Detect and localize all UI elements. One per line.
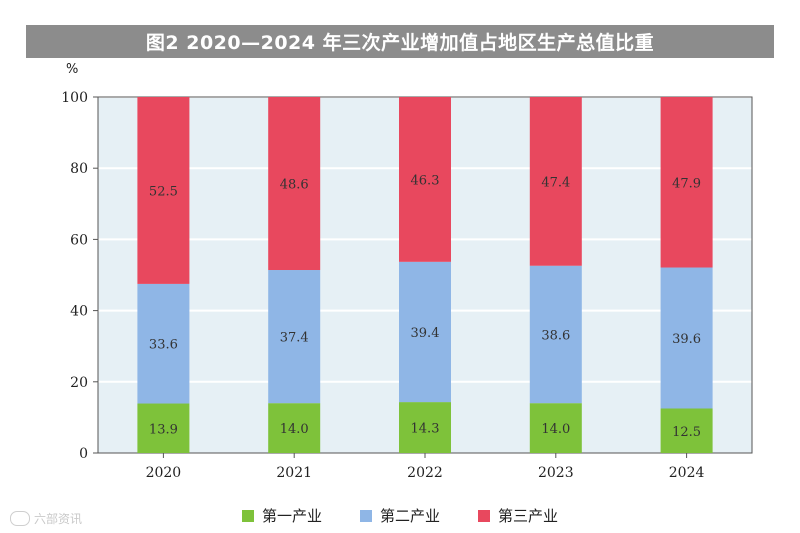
data-label-tertiary: 47.4 [541,175,570,190]
y-tick-label: 100 [61,90,88,106]
bar-segment-primary [137,403,190,453]
data-label-tertiary: 47.9 [672,176,701,191]
data-label-tertiary: 52.5 [149,184,178,199]
data-label-secondary: 37.4 [280,331,309,346]
legend-swatch-tertiary [478,509,490,522]
bar-segment-secondary [137,283,190,404]
legend-item-tertiary: 第三产业 [478,505,558,526]
x-tick-label: 2022 [407,465,443,481]
bar-segment-primary [529,403,582,453]
bar-segment-secondary [660,267,713,409]
legend-item-primary: 第一产业 [241,505,322,526]
bar-segment-tertiary [529,97,582,266]
bar-segment-primary [268,403,321,453]
watermark-text: 六部资讯 [34,512,83,526]
chart-title-bar: 图2 2020—2024 年三次产业增加值占地区生产总值比重 [26,25,774,58]
legend-label-tertiary: 第三产业 [498,507,559,525]
data-label-secondary: 39.6 [672,332,701,347]
y-tick-label: 20 [70,375,88,391]
data-label-primary: 14.3 [411,422,440,437]
data-label-secondary: 33.6 [149,338,178,353]
chart-legend: 第一产业 第二产业 第三产业 [0,505,800,526]
bar-segment-tertiary [660,97,713,268]
bar-segment-secondary [399,261,451,403]
legend-swatch-primary [241,509,254,522]
x-tick-label: 2020 [146,465,182,481]
data-label-primary: 14.0 [280,422,309,437]
data-label-primary: 13.9 [149,422,178,437]
watermark: 六部资讯 [10,510,82,527]
bar-segment-tertiary [137,97,190,284]
watermark-logo-icon [10,511,30,526]
bar-segment-tertiary [268,97,321,271]
bar-segment-secondary [268,270,321,404]
x-tick-label: 2023 [538,465,574,481]
y-tick-label: 40 [70,304,88,320]
data-label-secondary: 39.4 [411,326,440,341]
y-tick-label: 0 [79,446,88,462]
legend-label-secondary: 第二产业 [379,507,440,525]
legend-label-primary: 第一产业 [261,507,322,525]
data-label-tertiary: 46.3 [411,173,440,188]
data-label-secondary: 38.6 [541,328,570,343]
y-axis-unit: % [66,62,79,77]
legend-item-secondary: 第二产业 [359,505,440,526]
x-tick-label: 2021 [276,465,312,481]
data-label-primary: 14.0 [541,422,570,437]
data-label-primary: 12.5 [672,425,701,440]
y-tick-label: 60 [70,232,88,248]
bar-segment-primary [660,408,713,453]
legend-swatch-secondary [359,509,372,522]
data-label-tertiary: 48.6 [280,178,309,193]
chart-title: 图2 2020—2024 年三次产业增加值占地区生产总值比重 [145,32,655,54]
bar-segment-primary [399,402,451,453]
bar-segment-secondary [529,265,582,404]
bar-segment-tertiary [399,97,451,262]
x-tick-label: 2024 [669,465,705,481]
y-tick-label: 80 [70,161,88,177]
